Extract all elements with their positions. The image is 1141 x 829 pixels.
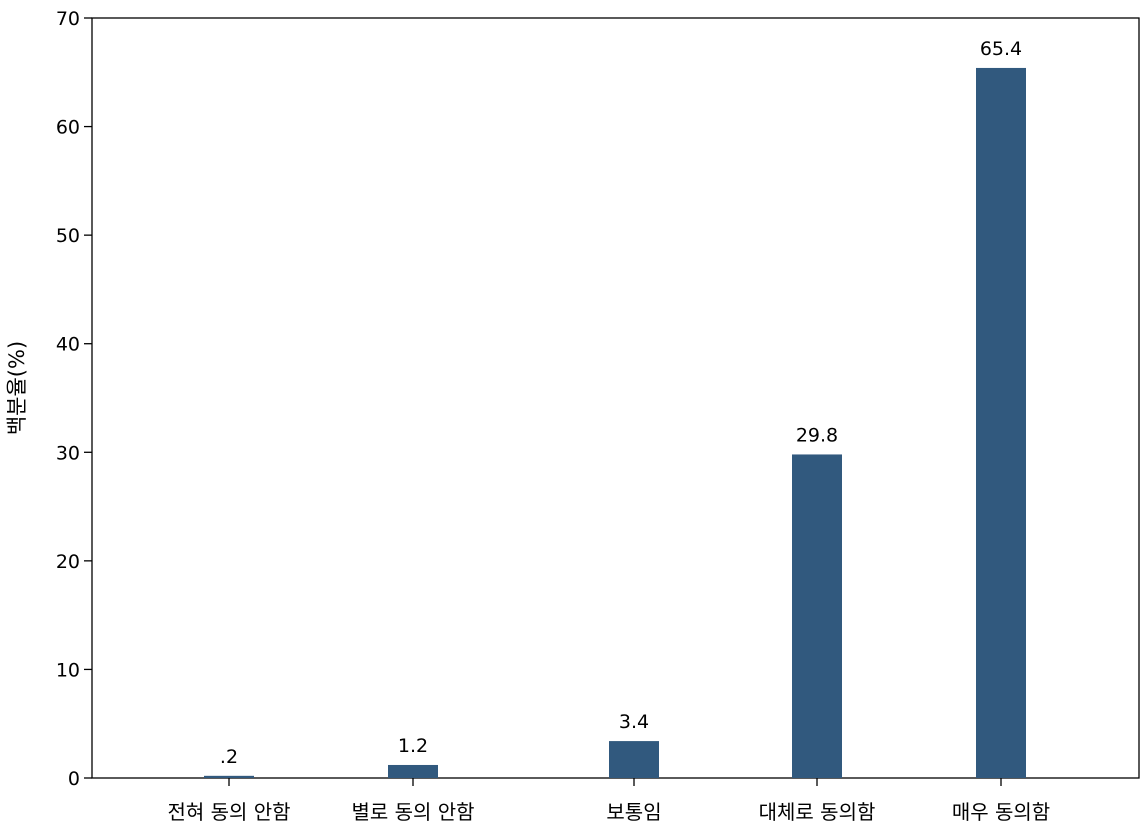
- y-tick-label: 70: [56, 8, 80, 30]
- y-tick-label: 20: [56, 551, 80, 573]
- bar: [204, 775, 254, 778]
- y-tick-label: 30: [56, 442, 80, 464]
- x-tick-label: 별로 동의 안함: [351, 800, 474, 824]
- y-axis-title: 백분율(%): [5, 341, 29, 435]
- x-tick-label: 보통임: [606, 800, 661, 824]
- y-tick-label: 0: [68, 768, 80, 790]
- y-tick-label: 60: [56, 117, 80, 139]
- y-tick-label: 50: [56, 225, 80, 247]
- bar: [792, 454, 842, 778]
- bars: .2 1.2 3.4 29.8 65.4: [204, 38, 1026, 778]
- y-tick-label: 40: [56, 334, 80, 356]
- y-tick-label: 10: [56, 659, 80, 681]
- data-label: 29.8: [796, 424, 838, 446]
- bar: [388, 764, 438, 778]
- x-axis: 전혀 동의 안함 별로 동의 안함 보통임 대체로 동의함 매우 동의함: [167, 778, 1050, 824]
- data-label: 1.2: [398, 735, 428, 757]
- x-tick-label: 대체로 동의함: [759, 800, 876, 824]
- data-label: 3.4: [619, 711, 649, 733]
- data-label: 65.4: [980, 38, 1022, 60]
- x-tick-label: 매우 동의함: [952, 800, 1050, 824]
- bar: [976, 67, 1026, 778]
- data-label: .2: [220, 746, 238, 768]
- x-tick-label: 전혀 동의 안함: [167, 800, 290, 824]
- bar: [609, 741, 659, 778]
